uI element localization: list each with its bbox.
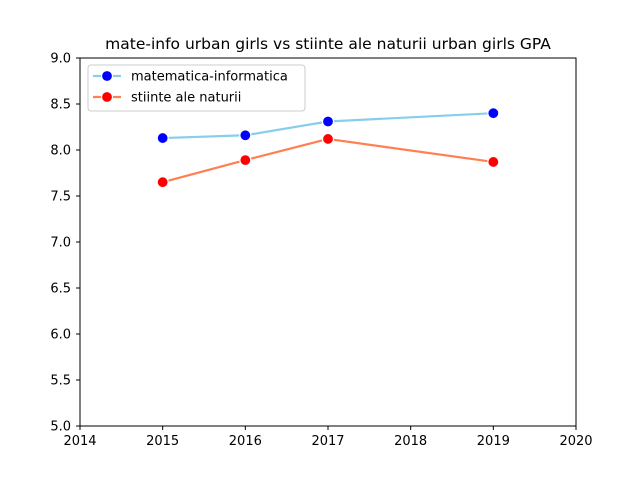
y-tick-label: 5.5 <box>50 374 71 389</box>
y-tick-label: 9.0 <box>50 52 71 67</box>
data-point <box>156 131 169 145</box>
x-tick-label: 2018 <box>394 434 427 449</box>
y-tick-label: 7.0 <box>50 236 71 251</box>
x-tick-label: 2016 <box>229 434 262 449</box>
plot-frame <box>79 57 577 427</box>
data-point <box>156 176 169 189</box>
data-point <box>487 155 500 169</box>
x-tick-label: 2017 <box>311 434 344 449</box>
y-tick-label: 6.5 <box>50 282 71 297</box>
series-layer <box>156 107 500 189</box>
legend-marker <box>100 90 114 104</box>
x-tick-label: 2014 <box>63 434 96 449</box>
axes: 2014 2015 2016 2017 2018 2019 2020 5.0 5.5 6.0 6.5… <box>50 52 592 450</box>
data-point <box>321 132 335 146</box>
chart-title: mate-info urban girls vs stiinte ale nat… <box>105 35 551 53</box>
y-tick-label: 5.0 <box>50 420 71 435</box>
legend-entry: stiinte ale naturii <box>93 91 241 106</box>
legend-marker <box>100 69 114 83</box>
y-tick-label: 8.5 <box>50 98 71 113</box>
data-point <box>239 154 252 167</box>
data-point <box>321 115 335 128</box>
legend-entry: matematica-informatica <box>93 70 288 85</box>
series-1 <box>156 132 500 189</box>
series-line <box>161 112 495 140</box>
legend-label: stiinte ale naturii <box>131 91 241 106</box>
y-tick-label: 6.0 <box>50 328 71 343</box>
series-0 <box>156 107 500 145</box>
x-tick-label: 2020 <box>559 434 592 449</box>
data-point <box>487 107 500 120</box>
series-line <box>161 137 495 184</box>
x-tick-label: 2015 <box>146 434 179 449</box>
legend-box <box>87 64 306 112</box>
legend-label: matematica-informatica <box>131 70 288 85</box>
y-tick-label: 8.0 <box>50 144 71 159</box>
legend: matematica-informatica stiinte ale naturi… <box>87 64 306 112</box>
data-point <box>239 129 252 142</box>
y-tick-label: 7.5 <box>50 190 71 205</box>
x-tick-label: 2019 <box>477 434 510 449</box>
